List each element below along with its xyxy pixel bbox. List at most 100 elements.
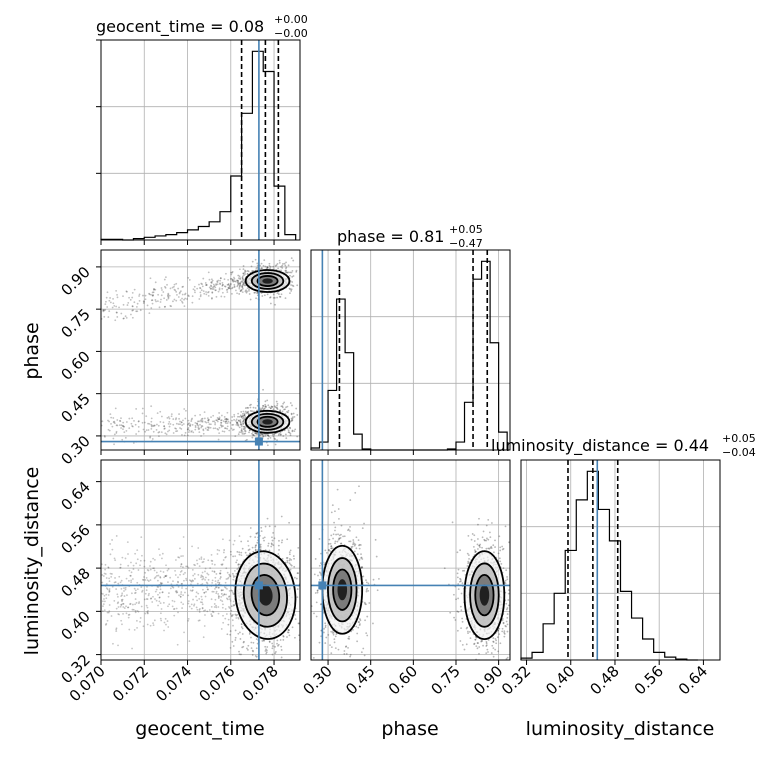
sample-point <box>233 286 236 289</box>
sample-point <box>152 294 154 297</box>
sample-point <box>212 590 215 593</box>
sample-point <box>239 282 242 285</box>
sample-point <box>231 286 234 289</box>
sample-point <box>330 545 333 548</box>
sample-point <box>352 668 354 670</box>
sample-point <box>174 427 177 430</box>
sample-point <box>110 416 113 419</box>
sample-point <box>222 551 225 554</box>
sample-point <box>142 300 145 303</box>
sample-point <box>131 592 133 595</box>
sample-point <box>153 289 155 291</box>
sample-point <box>252 650 254 653</box>
sample-point <box>270 405 273 408</box>
sample-point <box>226 633 229 636</box>
sample-point <box>255 544 257 547</box>
sample-point <box>281 267 284 269</box>
sample-point <box>178 556 181 559</box>
sample-point <box>280 405 283 408</box>
sample-point <box>232 614 234 616</box>
sample-point <box>295 577 298 580</box>
sample-point <box>116 424 119 427</box>
sample-point <box>137 569 140 571</box>
sample-point <box>223 427 226 430</box>
sample-point <box>264 265 267 268</box>
sample-point <box>334 635 337 638</box>
scatter-points <box>311 485 510 670</box>
sample-point <box>112 421 115 424</box>
sample-point <box>195 595 198 598</box>
sample-point <box>204 567 207 570</box>
sample-point <box>276 292 279 294</box>
sample-point <box>160 294 163 297</box>
sample-point <box>165 564 167 567</box>
sample-point <box>127 564 130 567</box>
sample-point <box>236 424 239 426</box>
sample-point <box>109 301 112 304</box>
sample-point <box>134 598 137 600</box>
sample-point <box>157 604 159 607</box>
sample-point <box>291 417 294 420</box>
sample-point <box>238 287 241 290</box>
sample-point <box>276 296 278 299</box>
sample-point <box>240 415 243 418</box>
sample-point <box>289 427 292 430</box>
sample-point <box>210 287 212 290</box>
sample-point <box>173 283 176 286</box>
sample-point <box>202 577 205 580</box>
sample-point <box>162 291 165 293</box>
sample-point <box>294 636 296 639</box>
sample-point <box>238 650 240 653</box>
sample-point <box>254 258 257 261</box>
sample-point <box>330 547 333 550</box>
sample-point <box>290 412 293 415</box>
sample-point <box>105 597 108 600</box>
sample-point <box>115 607 118 610</box>
sample-point <box>256 291 259 294</box>
sample-point <box>182 285 185 288</box>
sample-point <box>150 307 153 309</box>
sample-point <box>204 595 207 598</box>
sample-point <box>337 538 340 541</box>
sample-point <box>252 434 255 436</box>
sample-point <box>364 602 366 605</box>
sample-point <box>209 423 212 426</box>
sample-point <box>97 591 99 593</box>
sample-point <box>181 300 183 303</box>
sample-point <box>295 269 298 272</box>
sample-point <box>158 600 161 603</box>
sample-point <box>306 429 308 431</box>
sample-point <box>194 426 197 429</box>
sample-point <box>259 543 262 546</box>
sample-point <box>295 270 298 273</box>
sample-point <box>194 428 197 431</box>
sample-point <box>343 650 346 652</box>
sample-point <box>182 566 184 569</box>
sample-point <box>200 435 202 437</box>
sample-point <box>251 431 254 433</box>
sample-point <box>189 423 192 426</box>
sample-point <box>256 642 259 645</box>
sample-point <box>108 591 111 593</box>
sample-point <box>141 554 143 557</box>
sample-point <box>215 590 218 593</box>
sample-point <box>283 262 286 265</box>
sample-point <box>231 614 233 617</box>
sample-point <box>237 424 240 427</box>
sample-point <box>287 264 290 267</box>
sample-point <box>116 602 119 605</box>
sample-point <box>111 539 113 541</box>
sample-point <box>367 582 370 585</box>
sample-point <box>291 419 293 421</box>
sample-point <box>186 423 189 426</box>
sample-point <box>104 303 107 305</box>
sample-point <box>187 602 190 605</box>
sample-point <box>317 574 319 577</box>
sample-point <box>356 640 359 643</box>
sample-point <box>203 417 206 420</box>
sample-point <box>198 597 201 600</box>
sample-point <box>234 435 237 437</box>
axes-frame <box>100 459 301 661</box>
sample-point <box>159 617 162 620</box>
sample-point <box>247 412 250 415</box>
